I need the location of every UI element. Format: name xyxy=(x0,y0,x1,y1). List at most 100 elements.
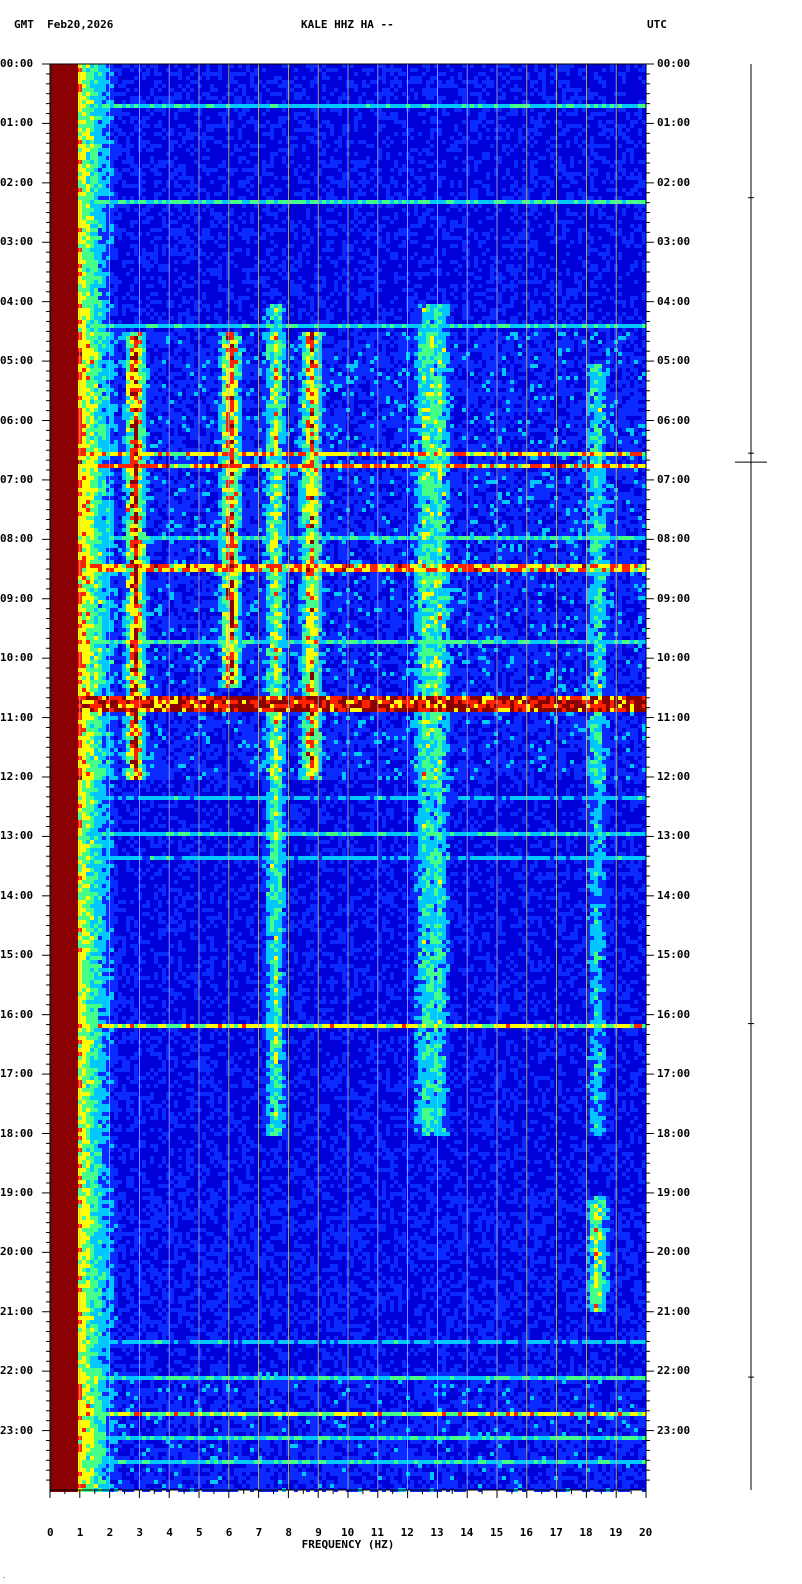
heatmap-cell xyxy=(570,172,574,176)
heatmap-cell xyxy=(518,324,522,328)
heatmap-cell xyxy=(470,64,474,68)
heatmap-cell xyxy=(278,300,282,304)
heatmap-cell xyxy=(634,324,638,328)
heatmap-cell xyxy=(102,200,106,204)
heatmap-cell xyxy=(362,332,366,336)
heatmap-cell xyxy=(62,148,66,152)
heatmap-cell xyxy=(558,272,562,276)
heatmap-cell xyxy=(478,96,482,100)
heatmap-cell xyxy=(466,260,470,264)
heatmap-cell xyxy=(98,140,102,144)
heatmap-cell xyxy=(530,200,534,204)
heatmap-cell xyxy=(182,272,186,276)
heatmap-cell xyxy=(486,128,490,132)
heatmap-cell xyxy=(142,104,146,108)
heatmap-cell xyxy=(182,284,186,288)
heatmap-cell xyxy=(582,304,586,308)
heatmap-cell xyxy=(306,228,310,232)
heatmap-cell xyxy=(58,268,62,272)
heatmap-cell xyxy=(262,324,266,328)
heatmap-cell xyxy=(510,300,514,304)
heatmap-cell xyxy=(238,128,242,132)
heatmap-cell xyxy=(178,332,182,336)
heatmap-cell xyxy=(578,236,582,240)
heatmap-cell xyxy=(498,260,502,264)
heatmap-cell xyxy=(142,220,146,224)
heatmap-cell xyxy=(510,288,514,292)
heatmap-cell xyxy=(274,200,278,204)
heatmap-cell xyxy=(98,264,102,268)
heatmap-cell xyxy=(506,284,510,288)
heatmap-cell xyxy=(50,104,54,108)
heatmap-cell xyxy=(94,292,98,296)
heatmap-cell xyxy=(362,124,366,128)
heatmap-cell xyxy=(102,160,106,164)
heatmap-cell xyxy=(590,160,594,164)
heatmap-cell xyxy=(462,240,466,244)
heatmap-cell xyxy=(474,80,478,84)
heatmap-cell xyxy=(58,120,62,124)
heatmap-cell xyxy=(474,300,478,304)
heatmap-cell xyxy=(594,200,598,204)
heatmap-cell xyxy=(74,76,78,80)
heatmap-cell xyxy=(438,332,442,336)
heatmap-cell xyxy=(306,252,310,256)
heatmap-cell xyxy=(74,208,78,212)
heatmap-cell xyxy=(322,332,326,336)
heatmap-cell xyxy=(138,168,142,172)
heatmap-cell xyxy=(70,336,74,340)
heatmap-cell xyxy=(378,304,382,308)
heatmap-cell xyxy=(94,196,98,200)
heatmap-cell xyxy=(94,204,98,208)
heatmap-cell xyxy=(362,276,366,280)
heatmap-cell xyxy=(226,256,230,260)
heatmap-cell xyxy=(454,156,458,160)
heatmap-cell xyxy=(238,232,242,236)
heatmap-cell xyxy=(94,112,98,116)
heatmap-cell xyxy=(554,168,558,172)
heatmap-cell xyxy=(522,160,526,164)
heatmap-cell xyxy=(62,232,66,236)
heatmap-cell xyxy=(330,124,334,128)
heatmap-cell xyxy=(398,120,402,124)
heatmap-cell xyxy=(618,92,622,96)
heatmap-cell xyxy=(514,284,518,288)
heatmap-cell xyxy=(50,264,54,268)
heatmap-cell xyxy=(86,308,90,312)
heatmap-cell xyxy=(70,152,74,156)
heatmap-cell xyxy=(514,236,518,240)
heatmap-cell xyxy=(390,328,394,332)
heatmap-cell xyxy=(622,76,626,80)
heatmap-cell xyxy=(234,144,238,148)
heatmap-cell xyxy=(54,132,58,136)
heatmap-cell xyxy=(478,304,482,308)
heatmap-cell xyxy=(226,128,230,132)
heatmap-cell xyxy=(82,112,86,116)
heatmap-cell xyxy=(98,192,102,196)
heatmap-cell xyxy=(266,104,270,108)
heatmap-cell xyxy=(82,84,86,88)
heatmap-cell xyxy=(378,104,382,108)
heatmap-cell xyxy=(54,256,58,260)
heatmap-cell xyxy=(274,104,278,108)
heatmap-cell xyxy=(50,120,54,124)
heatmap-cell xyxy=(394,88,398,92)
heatmap-cell xyxy=(194,192,198,196)
heatmap-cell xyxy=(386,232,390,236)
heatmap-cell xyxy=(282,132,286,136)
heatmap-cell xyxy=(66,276,70,280)
heatmap-cell xyxy=(522,196,526,200)
heatmap-cell xyxy=(514,268,518,272)
heatmap-cell xyxy=(174,192,178,196)
heatmap-cell xyxy=(566,244,570,248)
heatmap-cell xyxy=(342,288,346,292)
heatmap-cell xyxy=(50,236,54,240)
heatmap-cell xyxy=(230,200,234,204)
heatmap-cell xyxy=(502,320,506,324)
heatmap-cell xyxy=(186,84,190,88)
heatmap-cell xyxy=(274,188,278,192)
heatmap-cell xyxy=(86,64,90,68)
heatmap-cell xyxy=(86,100,90,104)
heatmap-cell xyxy=(158,268,162,272)
heatmap-cell xyxy=(430,120,434,124)
